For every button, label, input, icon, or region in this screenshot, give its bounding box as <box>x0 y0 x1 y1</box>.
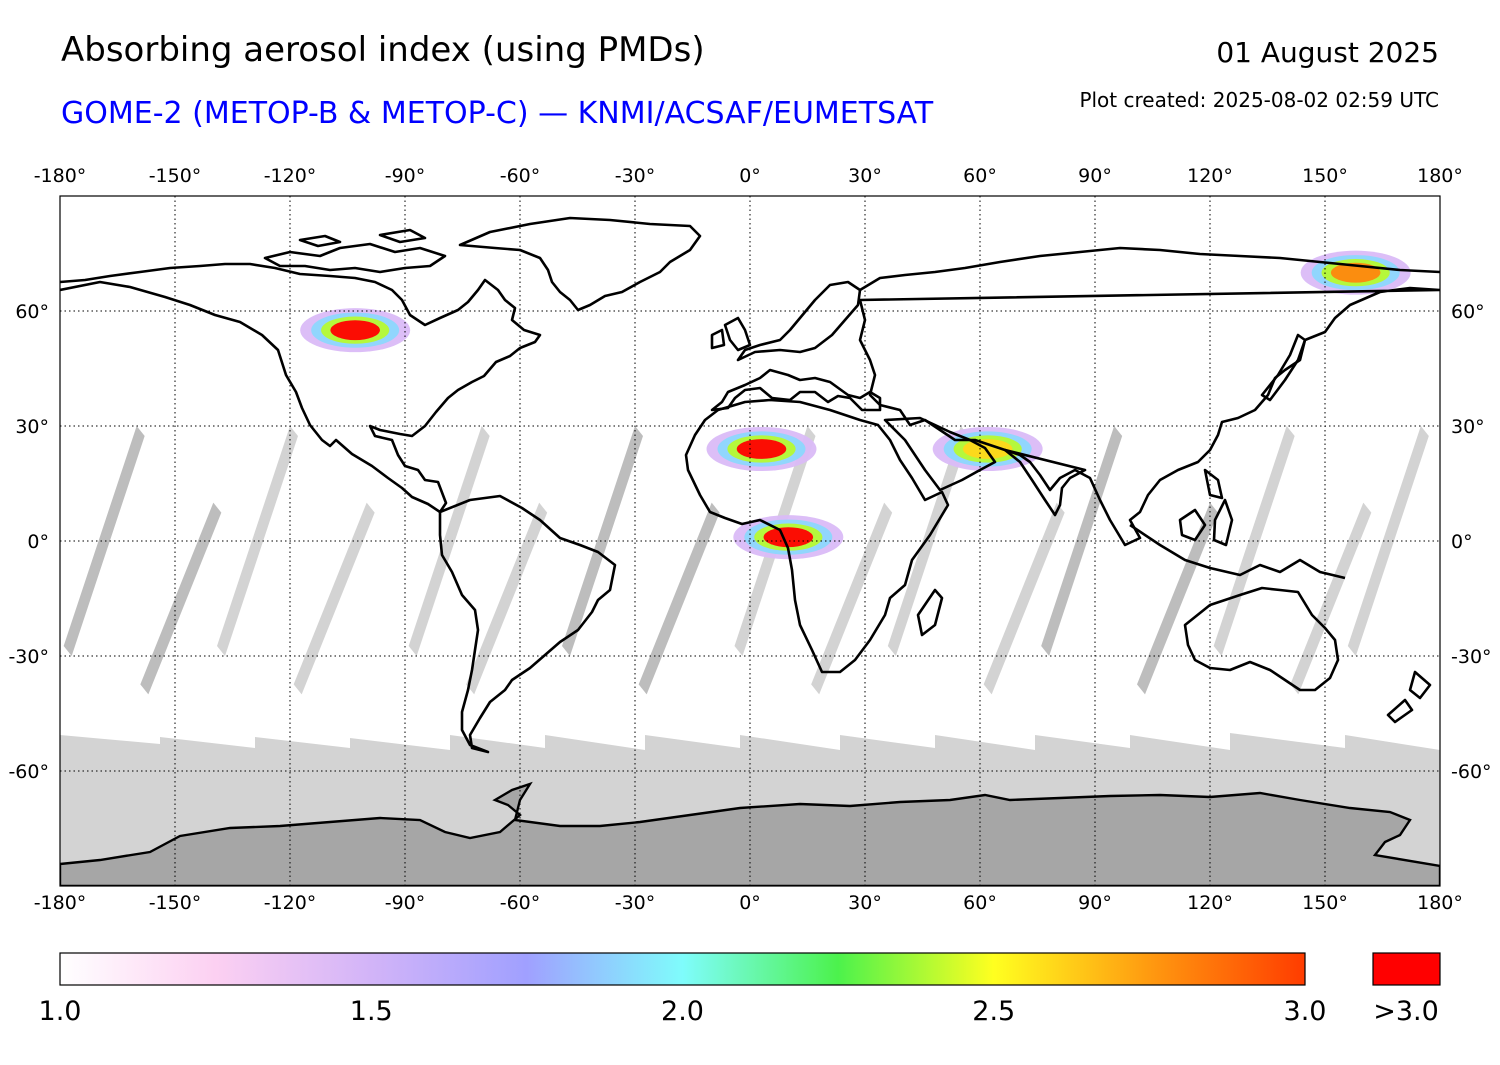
lon-tick-label-top: 150° <box>1302 165 1348 187</box>
orbit-gap-swath <box>983 502 1065 695</box>
orbit-gap-swath <box>638 502 720 695</box>
colorbar-tick-label: 1.5 <box>350 996 393 1027</box>
aerosol-hotspot <box>763 527 814 548</box>
lon-tick-label-bottom: 90° <box>1078 892 1112 914</box>
lon-tick-label-bottom: 60° <box>963 892 997 914</box>
map-title: Absorbing aerosol index (using PMDs) <box>61 30 705 70</box>
coast-south-america <box>438 494 617 754</box>
colorbar-tick-label: 1.0 <box>39 996 82 1027</box>
lon-tick-label-top: 120° <box>1187 165 1233 187</box>
orbit-gap-swath <box>1290 502 1372 695</box>
lat-tick-label-right: 0° <box>1451 531 1473 553</box>
coast-indonesia <box>1129 468 1346 580</box>
coast-north-america <box>60 262 542 514</box>
orbit-gap-swath <box>63 426 145 656</box>
colorbar-over-label: >3.0 <box>1373 996 1439 1027</box>
lon-tick-label-bottom: 0° <box>739 892 761 914</box>
lon-tick-label-bottom: -90° <box>385 892 426 914</box>
coast-arctic-islands <box>263 228 447 274</box>
lon-tick-label-top: -90° <box>385 165 426 187</box>
orbit-gap-swath <box>217 426 298 656</box>
lon-tick-label-top: -120° <box>264 165 317 187</box>
lon-tick-label-top: 90° <box>1078 165 1112 187</box>
lon-tick-label-bottom: 180° <box>1417 892 1463 914</box>
lon-tick-label-top: 0° <box>739 165 761 187</box>
aerosol-hotspot <box>330 320 380 341</box>
lon-tick-label-top: -150° <box>149 165 202 187</box>
lon-tick-label-bottom: 150° <box>1302 892 1348 914</box>
plot-created-stamp: Plot created: 2025-08-02 02:59 UTC <box>1079 88 1439 112</box>
coast-asia <box>858 246 1440 547</box>
lon-tick-label-bottom: -120° <box>264 892 317 914</box>
orbit-gap-swath <box>1213 426 1295 656</box>
aerosol-patches <box>300 250 1411 560</box>
colorbar-over-box <box>1372 952 1441 986</box>
lon-tick-label-top: -180° <box>34 165 87 187</box>
colorbar-tick-labels: 1.0 1.5 2.0 2.5 3.0 >3.0 <box>39 996 1439 1027</box>
colorbar-tick-label: 2.0 <box>661 996 704 1027</box>
lat-tick-label-right: -30° <box>1451 646 1492 668</box>
orbit-gap-swath <box>887 426 969 656</box>
graticule <box>60 196 1440 886</box>
lon-tick-label-top: -60° <box>500 165 541 187</box>
colorbar-tick-label: 3.0 <box>1284 996 1327 1027</box>
lon-tick-label-bottom: 120° <box>1187 892 1233 914</box>
lat-tick-label-left: 60° <box>15 301 49 323</box>
orbit-gap-swath <box>140 502 222 695</box>
lon-tick-label-top: -30° <box>615 165 656 187</box>
lon-tick-label-bottom: -30° <box>615 892 656 914</box>
lat-tick-label-left: 0° <box>27 531 49 553</box>
lon-tick-label-bottom: -150° <box>149 892 202 914</box>
lon-tick-label-top: 60° <box>963 165 997 187</box>
orbit-gap-swaths <box>63 426 1429 695</box>
aerosol-hotspot <box>736 439 787 459</box>
map-date: 01 August 2025 <box>1216 36 1439 69</box>
lon-tick-label-bottom: -60° <box>500 892 541 914</box>
orbit-gap-swath <box>562 426 643 656</box>
lat-tick-label-right: 60° <box>1451 301 1485 323</box>
lat-tick-label-left: 30° <box>15 416 49 438</box>
map-content <box>60 196 1440 886</box>
lat-tick-label-left: -30° <box>8 646 49 668</box>
colorbar <box>59 952 1306 986</box>
coast-india <box>1003 448 1087 517</box>
axis-tick-labels: -180° -180° -150° -150° -120° -120° -90° -90° -6… <box>8 165 1491 914</box>
lon-tick-label-bottom: 30° <box>848 892 882 914</box>
map-frame <box>59 195 1441 887</box>
coast-greenland <box>458 216 702 312</box>
orbit-gap-swath <box>811 502 893 695</box>
colorbar-tick-label: 2.5 <box>972 996 1015 1027</box>
coast-africa <box>684 398 950 674</box>
coast-japan <box>1260 333 1307 402</box>
coastlines <box>60 216 1440 754</box>
lat-tick-label-left: -60° <box>8 761 49 783</box>
lat-tick-label-right: -60° <box>1451 761 1492 783</box>
lon-tick-label-top: 30° <box>848 165 882 187</box>
orbit-gap-swath <box>1137 502 1218 695</box>
coast-australia <box>1183 586 1340 692</box>
lon-tick-label-bottom: -180° <box>34 892 87 914</box>
coast-new-zealand <box>1386 670 1432 724</box>
lon-tick-label-top: 180° <box>1417 165 1463 187</box>
map-subtitle: GOME-2 (METOP-B & METOP-C) — KNMI/ACSAF/… <box>61 96 934 131</box>
orbit-gap-swath <box>466 502 548 695</box>
lat-tick-label-right: 30° <box>1451 416 1485 438</box>
orbit-gap-swath <box>293 502 375 695</box>
coast-madagascar <box>916 588 944 637</box>
orbit-gap-swath <box>408 426 490 656</box>
coast-arabia <box>883 416 997 492</box>
